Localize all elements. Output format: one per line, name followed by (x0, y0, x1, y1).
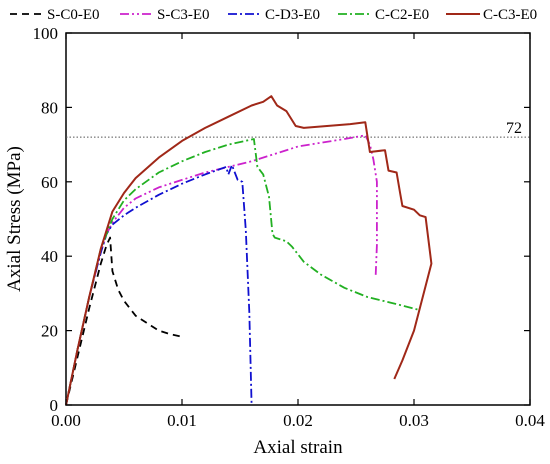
series-line (65, 164, 253, 406)
x-axis-label: Axial strain (253, 437, 343, 458)
x-tick-label: 0.01 (167, 411, 197, 430)
tick-layer: 0.00 0.01 0.02 0.03 0.04 0 20 40 60 80 100 (33, 24, 546, 430)
x-tick-label: 0.02 (283, 411, 313, 430)
reference-line-layer: 72 (66, 120, 530, 138)
y-tick-label: 60 (41, 173, 58, 192)
x-tick-label: 0.03 (399, 411, 429, 430)
y-tick-label: 100 (33, 24, 59, 43)
series-line (65, 138, 421, 406)
legend-label: S-C3-E0 (157, 7, 210, 23)
series-layer (65, 95, 433, 406)
x-tick-label: 0.04 (515, 411, 545, 430)
legend-label: S-C0-E0 (47, 7, 100, 23)
y-tick-label: 0 (50, 396, 59, 415)
legend-label: C-C3-E0 (483, 7, 537, 23)
x-tick-label: 0.00 (51, 411, 81, 430)
y-tick-label: 80 (41, 98, 58, 117)
plot-area-frame (65, 32, 531, 406)
y-tick-label: 40 (41, 247, 58, 266)
series-line (65, 236, 180, 406)
series-line (65, 95, 433, 406)
reference-line-label: 72 (506, 120, 522, 137)
legend-label: C-D3-E0 (265, 7, 320, 23)
legend: S-C0-E0 S-C3-E0 C-D3-E0 C-C2-E0 C-C3-E0 (10, 7, 537, 23)
legend-label: C-C2-E0 (375, 7, 429, 23)
y-axis-label: Axial Stress (MPa) (4, 146, 25, 292)
y-tick-label: 20 (41, 322, 58, 341)
